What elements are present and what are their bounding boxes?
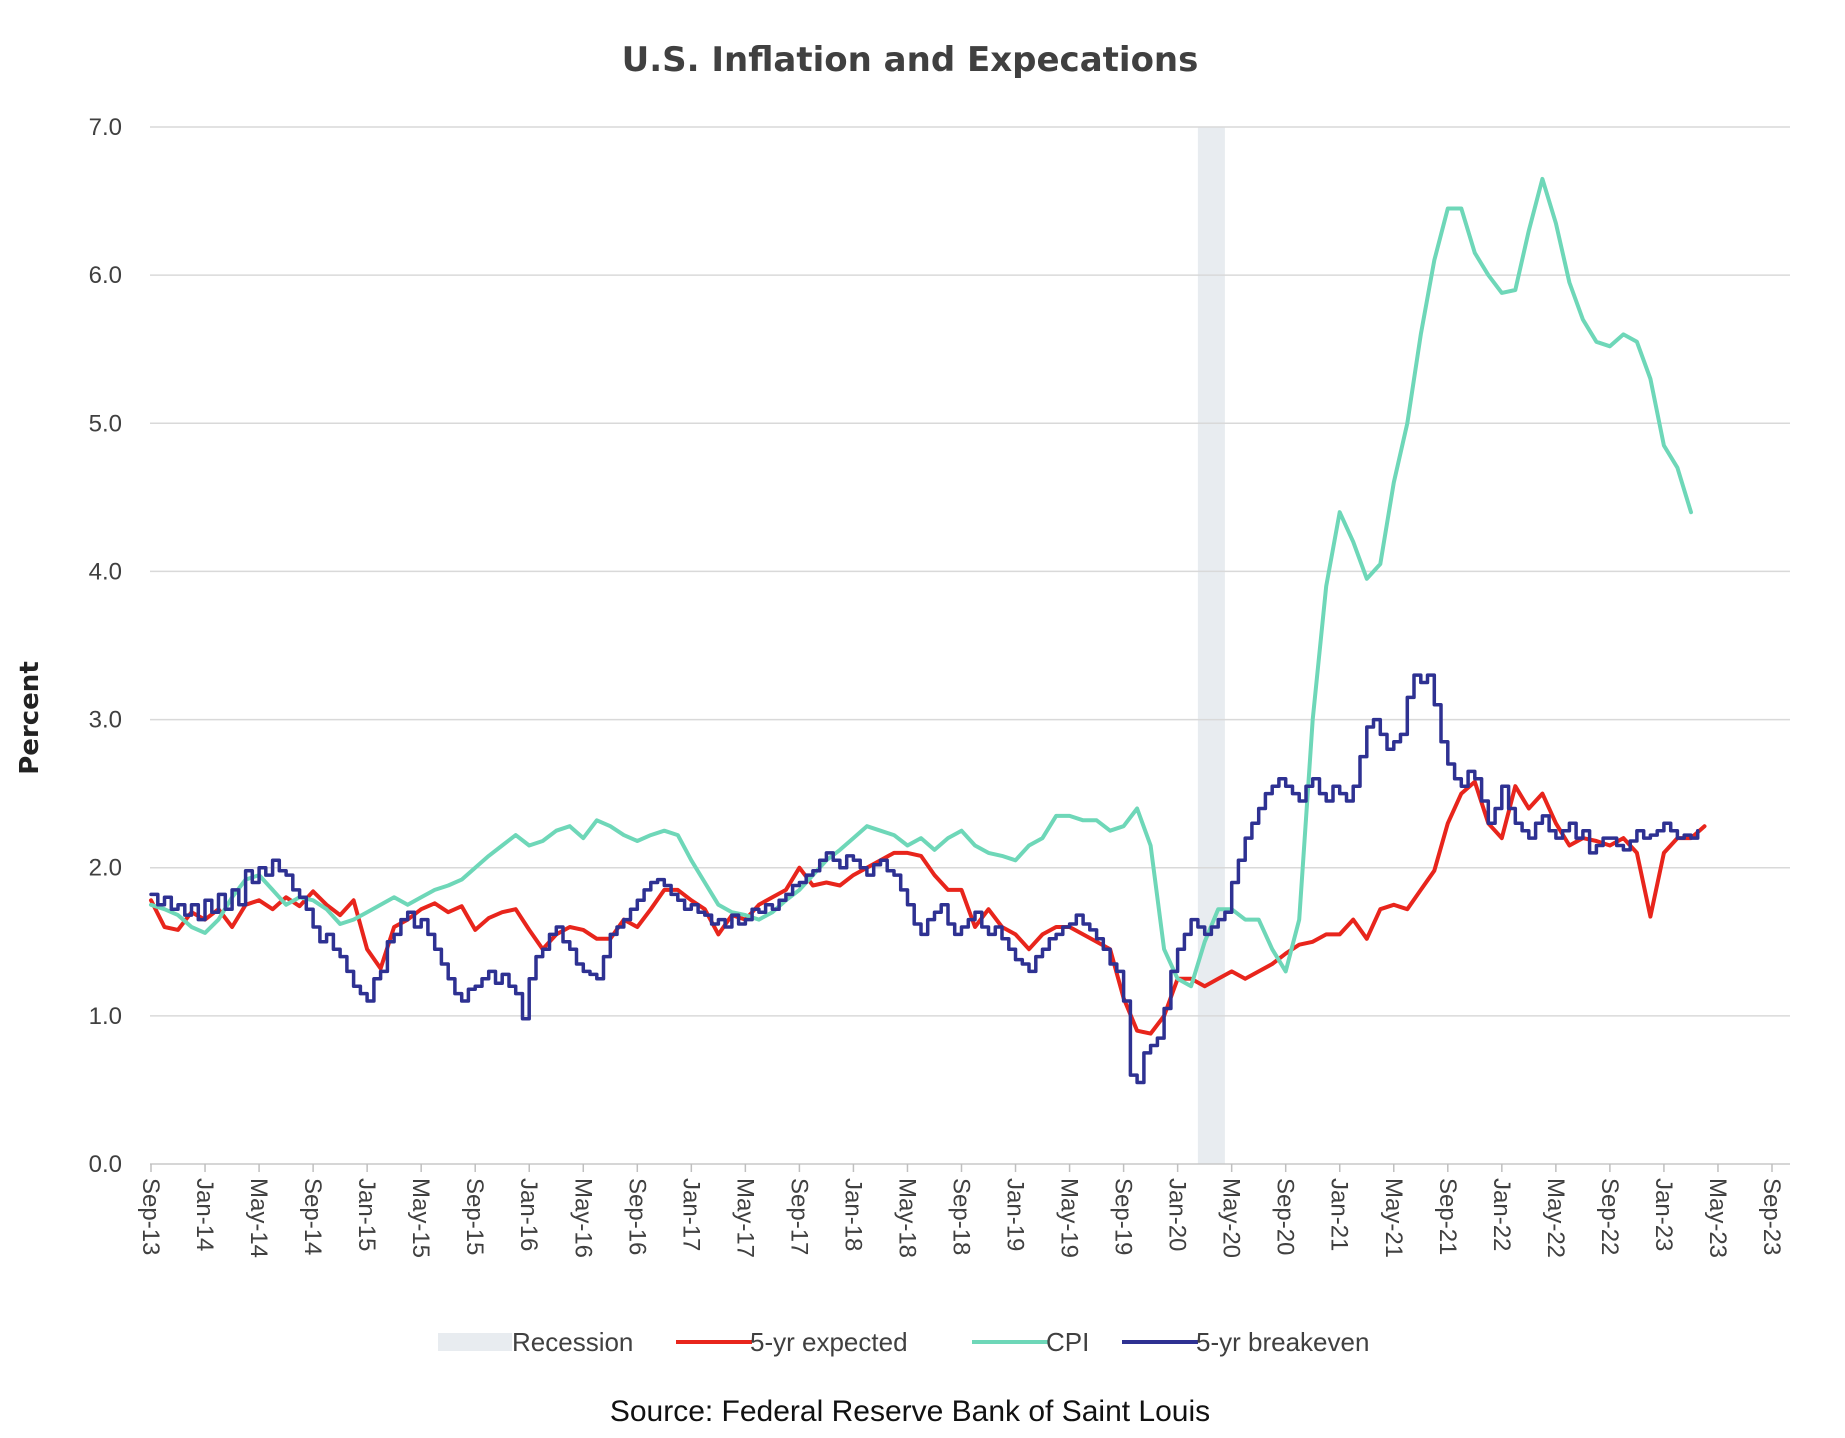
x-tick-label: May-17 (731, 1178, 758, 1258)
x-tick-label: Jan-20 (1164, 1178, 1191, 1251)
legend-label-5-yr-breakeven: 5-yr breakeven (1196, 1327, 1369, 1357)
x-tick-label: Sep-15 (461, 1178, 488, 1255)
legend-label-5-yr-expected: 5-yr expected (750, 1327, 908, 1357)
y-tick-label: 7.0 (89, 114, 122, 141)
x-tick-label: Jan-23 (1650, 1178, 1677, 1251)
x-tick-label: Jan-22 (1488, 1178, 1515, 1251)
x-tick-label: May-20 (1218, 1178, 1245, 1258)
x-tick-label: Sep-17 (785, 1178, 812, 1255)
y-tick-label: 4.0 (89, 558, 122, 585)
series-line-5-yr-expected (149, 779, 1707, 1036)
y-tick-label: 0.0 (89, 1151, 122, 1178)
x-tick-label: May-16 (569, 1178, 596, 1258)
x-tick-label: Sep-20 (1272, 1178, 1299, 1255)
legend-label-recession: Recession (512, 1327, 633, 1357)
series-line-cpi (149, 176, 1693, 989)
x-tick-label: Sep-22 (1596, 1178, 1623, 1255)
x-tick-label: May-18 (893, 1178, 920, 1258)
x-tick-label: Sep-21 (1434, 1178, 1461, 1255)
x-tick-label: Jan-19 (1002, 1178, 1029, 1251)
y-tick-label: 2.0 (89, 855, 122, 882)
x-tick-label: Jan-21 (1326, 1178, 1353, 1251)
recession-band (1197, 127, 1225, 1164)
x-tick-label: Jan-14 (191, 1178, 218, 1251)
x-tick-label: May-14 (245, 1178, 272, 1258)
y-tick-label: 6.0 (89, 262, 122, 289)
legend-label-cpi: CPI (1046, 1327, 1089, 1357)
x-tick-label: Jan-15 (353, 1178, 380, 1251)
x-tick-label: May-23 (1704, 1178, 1731, 1258)
x-tick-label: Sep-14 (299, 1178, 326, 1255)
legend-swatch-recession (438, 1333, 512, 1351)
y-tick-label: 3.0 (89, 707, 122, 734)
x-tick-label: Jan-18 (839, 1178, 866, 1251)
x-tick-label: May-15 (407, 1178, 434, 1258)
y-axis-label: Percent (15, 661, 45, 775)
x-tick-label: May-22 (1542, 1178, 1569, 1258)
series-line-5-yr-breakeven (149, 673, 1700, 1085)
source-note: Source: Federal Reserve Bank of Saint Lo… (610, 1395, 1210, 1428)
legend: Recession 5-yr expected CPI 5-yr breakeven (438, 1327, 1369, 1357)
chart-title: U.S. Inflation and Expecations (622, 40, 1199, 80)
x-tick-label: Sep-16 (623, 1178, 650, 1255)
x-tick-label: Jan-17 (677, 1178, 704, 1251)
x-tick-label: May-21 (1380, 1178, 1407, 1258)
x-tick-label: Sep-13 (137, 1178, 164, 1255)
x-tick-label: Jan-16 (515, 1178, 542, 1251)
x-tick-label: Sep-23 (1758, 1178, 1785, 1255)
y-tick-label: 5.0 (89, 410, 122, 437)
x-tick-label: May-19 (1056, 1178, 1083, 1258)
y-tick-label: 1.0 (89, 1003, 122, 1030)
x-tick-label: Sep-19 (1110, 1178, 1137, 1255)
x-tick-label: Sep-18 (948, 1178, 975, 1255)
